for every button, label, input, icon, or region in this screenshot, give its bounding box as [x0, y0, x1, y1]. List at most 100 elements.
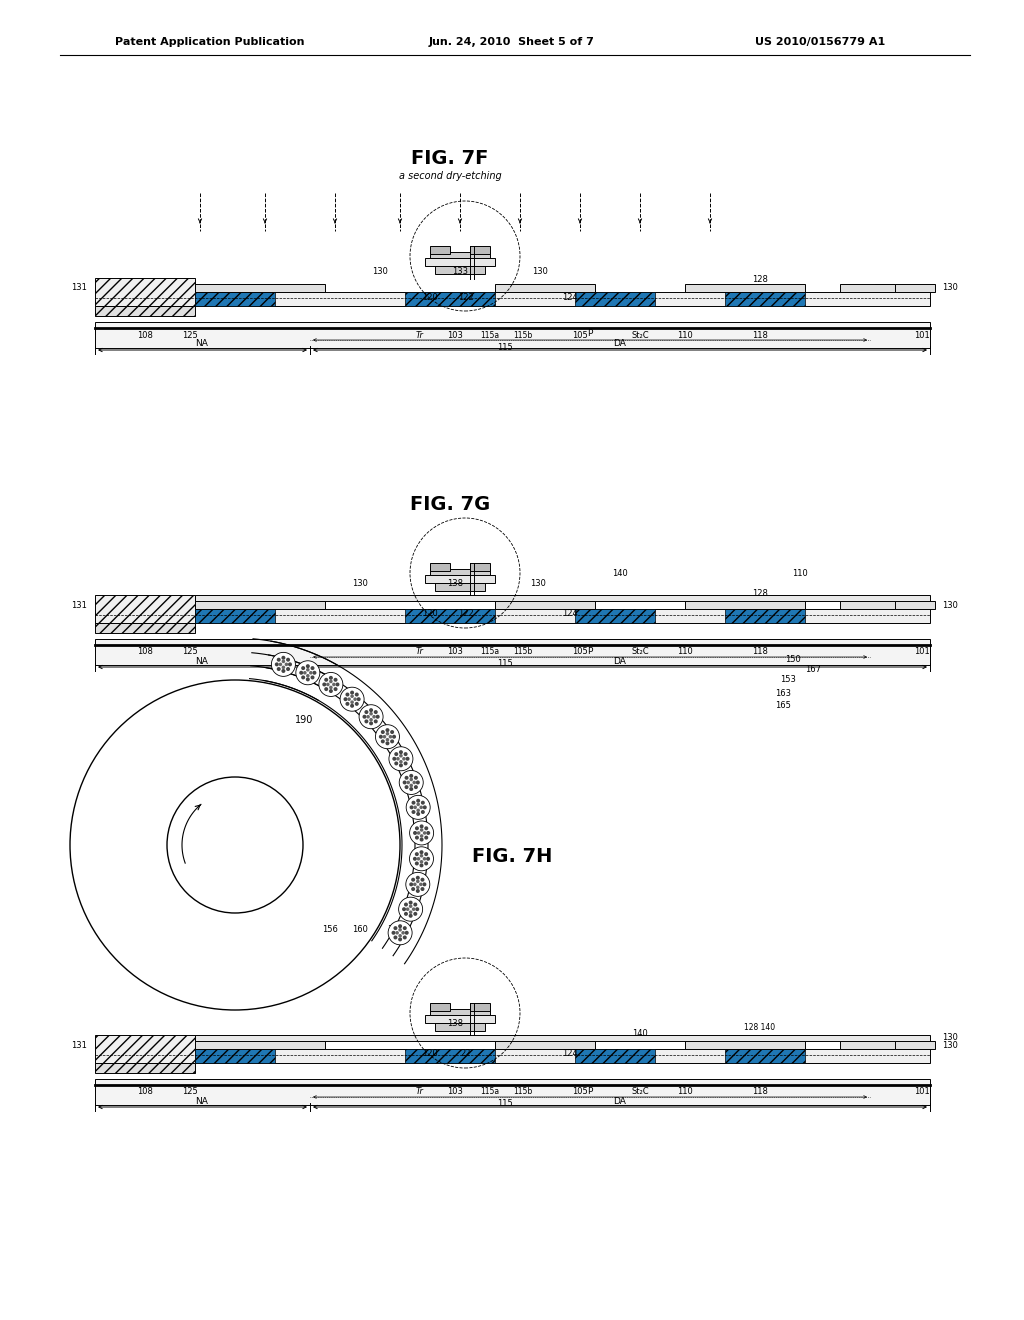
Circle shape [399, 754, 402, 758]
Text: P: P [588, 1086, 593, 1096]
Circle shape [416, 888, 420, 892]
Circle shape [365, 719, 369, 723]
Circle shape [414, 805, 417, 809]
Bar [435, 267, 485, 275]
Circle shape [373, 715, 376, 718]
Circle shape [416, 875, 420, 879]
Text: 115b: 115b [513, 1088, 532, 1097]
Circle shape [410, 847, 433, 871]
Bar [840, 601, 895, 609]
Text: 122: 122 [458, 293, 474, 301]
Circle shape [393, 936, 397, 940]
Text: 118: 118 [752, 1088, 768, 1097]
Circle shape [416, 907, 419, 911]
Circle shape [310, 676, 314, 680]
Text: 110: 110 [677, 330, 693, 339]
Bar [195, 595, 930, 601]
Circle shape [415, 826, 419, 830]
Circle shape [406, 756, 410, 760]
Circle shape [404, 912, 408, 916]
Circle shape [421, 810, 425, 814]
Bar [195, 1049, 930, 1063]
Text: 128 140: 128 140 [744, 1023, 775, 1031]
Circle shape [413, 857, 417, 861]
Circle shape [394, 752, 398, 756]
Text: 130: 130 [942, 1034, 957, 1043]
Circle shape [398, 924, 402, 928]
Circle shape [359, 705, 383, 729]
Circle shape [350, 704, 354, 708]
Bar [430, 252, 490, 257]
Circle shape [381, 730, 385, 734]
Bar [195, 609, 275, 623]
Circle shape [412, 907, 416, 911]
Circle shape [336, 682, 340, 686]
Circle shape [423, 832, 426, 834]
Circle shape [271, 652, 295, 676]
Text: 130: 130 [352, 578, 368, 587]
Circle shape [399, 760, 402, 763]
Text: 130: 130 [942, 284, 957, 293]
Circle shape [401, 931, 404, 935]
Circle shape [385, 729, 389, 733]
Text: 105: 105 [572, 330, 588, 339]
Circle shape [369, 708, 373, 711]
Text: 110: 110 [793, 569, 808, 578]
Circle shape [345, 693, 349, 697]
Circle shape [299, 671, 303, 675]
Circle shape [309, 671, 312, 675]
Circle shape [392, 756, 396, 760]
Circle shape [403, 752, 408, 756]
Bar [195, 284, 325, 292]
Bar [430, 246, 450, 253]
Bar [406, 292, 495, 306]
Circle shape [286, 667, 290, 671]
Bar [95, 1085, 930, 1092]
Text: 167: 167 [805, 665, 821, 675]
Text: 120: 120 [422, 610, 438, 619]
Text: 120: 120 [422, 1049, 438, 1059]
Circle shape [414, 776, 418, 780]
Circle shape [386, 738, 389, 742]
Text: NA: NA [196, 339, 209, 348]
Circle shape [286, 657, 290, 661]
Bar [95, 279, 195, 306]
Text: Tr: Tr [416, 330, 424, 339]
Circle shape [402, 927, 407, 931]
Bar [840, 1041, 895, 1049]
Circle shape [420, 854, 423, 858]
Circle shape [312, 671, 316, 675]
Circle shape [417, 857, 420, 861]
Bar [195, 1041, 325, 1049]
Circle shape [396, 756, 399, 760]
Circle shape [343, 697, 347, 701]
Bar [430, 1003, 450, 1011]
Text: 101: 101 [914, 648, 930, 656]
Circle shape [385, 742, 389, 746]
Text: 131: 131 [71, 284, 87, 293]
Text: 118: 118 [752, 648, 768, 656]
Circle shape [274, 663, 279, 667]
Text: St₂C: St₂C [631, 330, 649, 339]
Text: Tr: Tr [416, 1088, 424, 1097]
Circle shape [306, 668, 309, 672]
Circle shape [383, 735, 386, 738]
Text: 160: 160 [352, 925, 368, 935]
Text: DA: DA [613, 339, 627, 348]
Circle shape [426, 857, 430, 861]
Circle shape [416, 886, 420, 890]
Bar [425, 257, 495, 267]
Text: 105: 105 [572, 1088, 588, 1097]
Text: 103: 103 [447, 330, 463, 339]
Circle shape [409, 904, 413, 908]
Circle shape [282, 665, 286, 669]
Circle shape [389, 735, 392, 738]
Circle shape [404, 931, 409, 935]
Circle shape [398, 935, 401, 937]
Text: 130: 130 [942, 1040, 957, 1049]
Bar [95, 327, 930, 334]
Circle shape [398, 898, 423, 921]
Circle shape [416, 812, 420, 816]
Circle shape [303, 671, 306, 675]
Bar [430, 1008, 490, 1015]
